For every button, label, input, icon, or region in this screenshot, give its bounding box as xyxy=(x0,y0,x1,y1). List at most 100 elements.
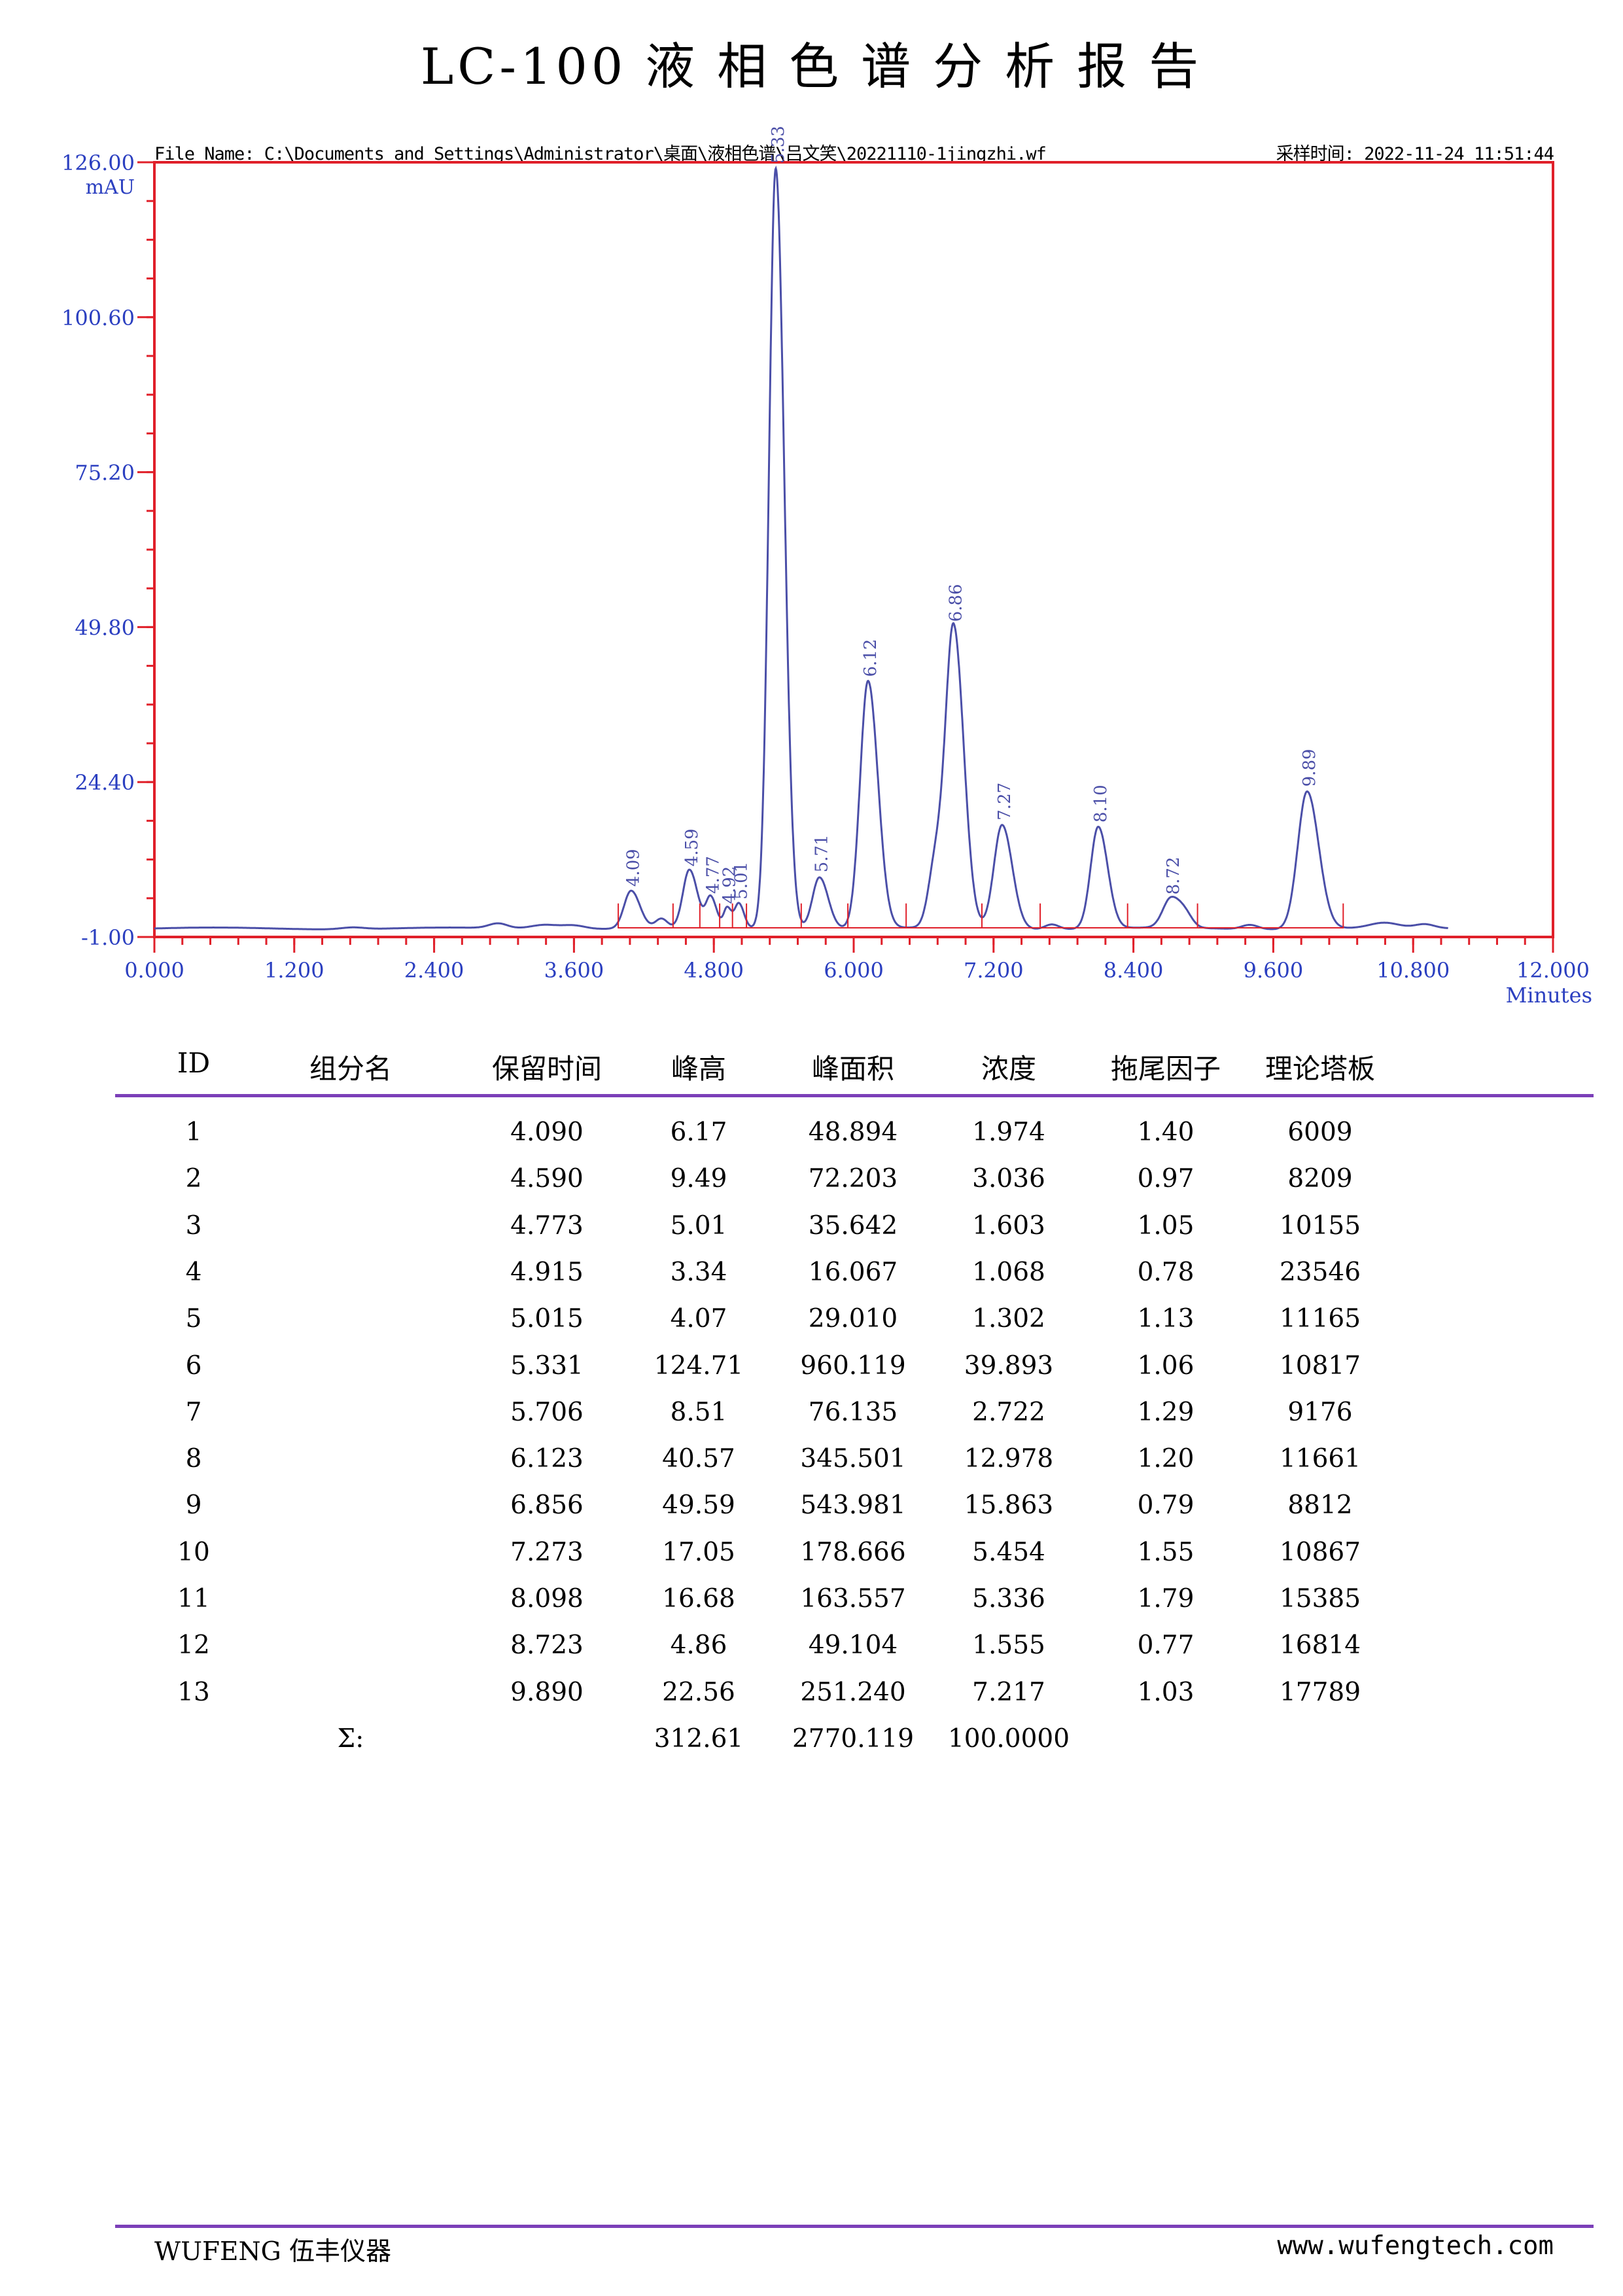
x-tick-label: 7.200 xyxy=(964,958,1024,983)
table-cell: 39.893 xyxy=(964,1351,1054,1381)
table-cell: 16.68 xyxy=(662,1584,735,1614)
table-row: 5 5.015 4.07 29.010 1.302 1.13 11165 xyxy=(115,1304,1594,1343)
table-cell: 17.05 xyxy=(662,1537,735,1567)
table-cell: 5.331 xyxy=(510,1351,584,1381)
table-row: 6 5.331 124.71 960.119 39.893 1.06 10817 xyxy=(115,1351,1594,1390)
title-char: 液 xyxy=(645,37,699,96)
table-cell: 48.894 xyxy=(808,1118,898,1147)
table-cell: 9.890 xyxy=(510,1677,584,1707)
table-cell: 6009 xyxy=(1287,1118,1353,1147)
table-cell: 8.723 xyxy=(510,1631,584,1661)
table-cell: 5.015 xyxy=(510,1304,584,1334)
table-cell: 9 xyxy=(185,1491,202,1521)
footer-rule xyxy=(115,2225,1594,2228)
table-cell: 15.863 xyxy=(964,1491,1054,1521)
table-cell: 22.56 xyxy=(662,1677,735,1707)
table-cell: 23546 xyxy=(1279,1257,1361,1287)
chromatogram-trace xyxy=(154,165,1448,930)
table-cell: 2 xyxy=(185,1164,202,1194)
title-char: 报 xyxy=(1077,37,1131,96)
table-cell: 4 xyxy=(185,1257,202,1287)
table-row: 3 4.773 5.01 35.642 1.603 1.05 10155 xyxy=(115,1211,1594,1250)
table-row: 1 4.090 6.17 48.894 1.974 1.40 6009 xyxy=(115,1118,1594,1157)
table-cell: 0.78 xyxy=(1137,1257,1195,1287)
table-cell: 345.501 xyxy=(800,1444,906,1474)
sum-label: Σ: xyxy=(337,1723,364,1754)
peak-label: 6.86 xyxy=(947,584,966,622)
sample-time: 采样时间: 2022-11-24 11:51:44 xyxy=(1276,144,1554,164)
y-tick-label: 100.60 xyxy=(61,306,135,330)
table-cell: 6.123 xyxy=(510,1444,584,1474)
table-row: 4 4.915 3.34 16.067 1.068 0.78 23546 xyxy=(115,1258,1594,1297)
table-cell: 1.302 xyxy=(972,1304,1045,1334)
table-cell: 4.07 xyxy=(670,1304,727,1334)
table-cell: 7.273 xyxy=(510,1537,584,1567)
title-char: 色 xyxy=(789,37,843,96)
x-tick-label: 8.400 xyxy=(1104,958,1164,983)
table-cell: 15385 xyxy=(1279,1584,1361,1614)
x-tick-label: 12.000 xyxy=(1516,958,1590,983)
peak-label: 5.01 xyxy=(732,862,752,900)
table-cell: 6 xyxy=(185,1351,202,1381)
table-header-cell: ID xyxy=(177,1047,211,1079)
table-cell: 1 xyxy=(185,1118,202,1147)
title-char: 析 xyxy=(1005,37,1059,96)
y-tick-label: 24.40 xyxy=(75,770,135,795)
table-cell: 12 xyxy=(177,1631,210,1661)
table-cell: 1.20 xyxy=(1137,1444,1195,1474)
table-cell: 11165 xyxy=(1279,1304,1361,1334)
table-cell: 8.51 xyxy=(670,1397,727,1427)
table-row: 11 8.098 16.68 163.557 5.336 1.79 15385 xyxy=(115,1584,1594,1623)
table-header-cell: 组分名 xyxy=(309,1053,393,1085)
peak-label: 7.27 xyxy=(995,783,1015,821)
x-tick-label: 2.400 xyxy=(404,958,464,983)
sum-area: 2770.119 xyxy=(792,1723,915,1754)
table-cell: 1.55 xyxy=(1137,1537,1195,1567)
table-cell: 1.05 xyxy=(1137,1210,1195,1241)
table-cell: 12.978 xyxy=(964,1444,1054,1474)
table-cell: 5.336 xyxy=(972,1584,1045,1614)
x-tick-label: 3.600 xyxy=(544,958,604,983)
table-cell: 7 xyxy=(185,1397,202,1427)
table-cell: 6.17 xyxy=(670,1118,727,1147)
title-char: LC-100 xyxy=(420,37,627,96)
table-header-cell: 峰面积 xyxy=(811,1053,895,1085)
table-cell: 163.557 xyxy=(800,1584,906,1614)
table-cell: 5.454 xyxy=(972,1537,1045,1567)
table-header-cell: 浓度 xyxy=(981,1053,1037,1085)
table-cell: 40.57 xyxy=(662,1444,735,1474)
table-cell: 16.067 xyxy=(808,1257,898,1287)
x-tick-label: 9.600 xyxy=(1244,958,1304,983)
table-cell: 4.773 xyxy=(510,1210,584,1241)
table-cell: 1.603 xyxy=(972,1210,1045,1241)
file-name: File Name: C:\Documents and Settings\Adm… xyxy=(154,144,1047,164)
table-cell: 5 xyxy=(185,1304,202,1334)
title-char: 告 xyxy=(1149,37,1203,96)
table-cell: 3 xyxy=(185,1210,202,1241)
table-cell: 7.217 xyxy=(972,1677,1045,1707)
table-cell: 124.71 xyxy=(654,1351,744,1381)
y-tick-label: 126.00 xyxy=(61,150,135,175)
table-cell: 9176 xyxy=(1287,1397,1353,1427)
table-cell: 72.203 xyxy=(808,1164,898,1194)
table-row: 9 6.856 49.59 543.981 15.863 0.79 8812 xyxy=(115,1491,1594,1530)
y-tick-label: 49.80 xyxy=(75,615,135,640)
table-cell: 543.981 xyxy=(800,1491,906,1521)
table-cell: 5.706 xyxy=(510,1397,584,1427)
footer-brand: WUFENG 伍丰仪器 xyxy=(154,2237,392,2267)
plot-frame xyxy=(153,161,1554,938)
table-cell: 0.97 xyxy=(1137,1164,1195,1194)
table-cell: 960.119 xyxy=(800,1351,906,1381)
table-header: ID 组分名 保留时间 峰高 峰面积 浓度 拖尾因子 理论塔板 xyxy=(115,1047,1594,1093)
table-cell: 76.135 xyxy=(808,1397,898,1427)
table-cell: 11661 xyxy=(1279,1444,1361,1474)
table-cell: 4.090 xyxy=(510,1118,584,1147)
table-cell: 1.555 xyxy=(972,1631,1045,1661)
x-tick-label: 4.800 xyxy=(684,958,744,983)
table-cell: 29.010 xyxy=(808,1304,898,1334)
table-cell: 9.49 xyxy=(670,1164,727,1194)
x-tick-label: 1.200 xyxy=(264,958,324,983)
table-cell: 4.590 xyxy=(510,1164,584,1194)
table-cell: 1.79 xyxy=(1137,1584,1195,1614)
x-tick-label: 0.000 xyxy=(124,958,184,983)
